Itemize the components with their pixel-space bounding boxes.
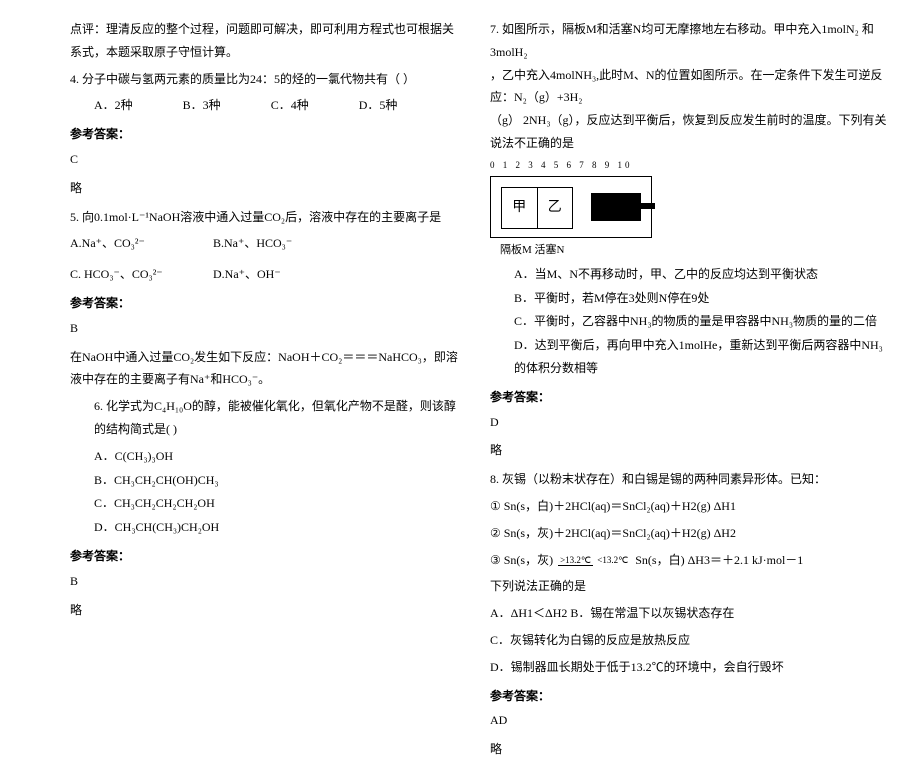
q8-answer: AD xyxy=(490,709,890,732)
q4-optA: A．2种 xyxy=(94,94,133,117)
q6-note: 略 xyxy=(70,599,460,622)
comment: 点评：理清反应的整个过程，问题即可解决，即可利用方程式也可根据关系式，本题采取原… xyxy=(70,18,460,64)
q5-optD: D.Na⁺、OH⁻ xyxy=(213,267,281,281)
q4-answer: C xyxy=(70,148,460,171)
q7-diagram: 甲 乙 xyxy=(490,176,652,238)
q4-options: A．2种 B．3种 C．4种 D．5种 xyxy=(70,94,460,117)
q7-piston xyxy=(591,193,641,221)
q7-caption: 隔板M 活塞N xyxy=(500,240,890,261)
q6-answer: B xyxy=(70,570,460,593)
q8-eq1: ① Sn(s，白)＋2HCl(aq)＝SnCl₂(aq)＋H2(g) ΔH1 xyxy=(490,495,890,518)
q6-optC: C．CH₃CH₂CH₂CH₂OH xyxy=(70,492,460,515)
right-column: 7. 如图所示，隔板M和活塞N均可无摩擦地左右移动。甲中充入1molN₂ 和3m… xyxy=(480,18,890,651)
q7-piston-rod xyxy=(639,203,655,209)
q5-options-row1: A.Na⁺、CO₃²⁻ B.Na⁺、HCO₃⁻ xyxy=(70,232,460,255)
q7-optC: C．平衡时，乙容器中NH₃的物质的量是甲容器中NH₃物质的量的二倍 xyxy=(490,310,890,333)
q5-options-row2: C. HCO₃⁻、CO₃²⁻ D.Na⁺、OH⁻ xyxy=(70,263,460,286)
q8-eq3: ③ Sn(s，灰) >13.2℃ <13.2℃ Sn(s，白) ΔH3＝＋2.1… xyxy=(490,549,890,572)
q7-answer-label: 参考答案： xyxy=(490,386,890,409)
q7-stem3: （g） 2NH₃（g），反应达到平衡后，恢复到反应发生前时的温度。下列有关说法不… xyxy=(490,109,890,155)
q4-stem: 4. 分子中碳与氢两元素的质量比为24：5的烃的一氯代物共有（ ） xyxy=(70,68,460,91)
q8-optA: A．ΔH1＜ΔH2 B．锡在常温下以灰锡状态存在 xyxy=(490,602,890,625)
q4-optB: B．3种 xyxy=(183,94,221,117)
q8-eq3-arrow: >13.2℃ <13.2℃ xyxy=(558,556,630,565)
q5-optA: A.Na⁺、CO₃²⁻ xyxy=(70,232,210,255)
q7-answer: D xyxy=(490,411,890,434)
q5-answer-label: 参考答案： xyxy=(70,292,460,315)
page: 点评：理清反应的整个过程，问题即可解决，即可利用方程式也可根据关系式，本题采取原… xyxy=(0,0,920,651)
q8-eq2: ② Sn(s，灰)＋2HCl(aq)＝SnCl₂(aq)＋H2(g) ΔH2 xyxy=(490,522,890,545)
q8-eq3-bot: <13.2℃ xyxy=(595,555,630,565)
q8-note: 略 xyxy=(490,738,890,761)
q8-lead: 下列说法正确的是 xyxy=(490,575,890,598)
q5-optB: B.Na⁺、HCO₃⁻ xyxy=(213,236,292,250)
q7-cell-a: 甲 xyxy=(502,188,537,228)
q7-stem2: ，乙中充入4molNH₃,此时M、N的位置如图所示。在一定条件下发生可逆反应：N… xyxy=(490,64,890,110)
q7-optB: B．平衡时，若M停在3处则N停在9处 xyxy=(490,287,890,310)
q7-optD: D．达到平衡后，再向甲中充入1molHe，重新达到平衡后两容器中NH₃的体积分数… xyxy=(490,334,890,380)
q8-optD: D．锡制器皿长期处于低于13.2℃的环境中，会自行毁坏 xyxy=(490,656,890,679)
q7-scale: 0 1 2 3 4 5 6 7 8 9 10 xyxy=(490,157,890,174)
q7-note: 略 xyxy=(490,439,890,462)
left-column: 点评：理清反应的整个过程，问题即可解决，即可利用方程式也可根据关系式，本题采取原… xyxy=(70,18,480,651)
q5-answer: B xyxy=(70,317,460,340)
q7-optA: A．当M、N不再移动时，甲、乙中的反应均达到平衡状态 xyxy=(490,263,890,286)
q6-optA: A．C(CH₃)₃OH xyxy=(70,445,460,468)
q6-optB: B．CH₃CH₂CH(OH)CH₃ xyxy=(70,469,460,492)
q6-stem: 6. 化学式为C₄H₁₀O的醇，能被催化氧化，但氧化产物不是醛，则该醇的结构简式… xyxy=(70,395,460,441)
q8-eq3-top: >13.2℃ xyxy=(558,555,593,566)
q6-optD: D．CH₃CH(CH₃)CH₂OH xyxy=(70,516,460,539)
q4-note: 略 xyxy=(70,177,460,200)
q7-cell-b: 乙 xyxy=(538,188,573,228)
q4-answer-label: 参考答案： xyxy=(70,123,460,146)
q7-diagram-box: 甲 乙 xyxy=(501,187,573,229)
q4-optD: D．5种 xyxy=(359,94,398,117)
q8-eq3b: Sn(s，白) ΔH3＝＋2.1 kJ·mol－1 xyxy=(635,553,803,567)
q4-optC: C．4种 xyxy=(271,94,309,117)
q5-stem: 5. 向0.1mol·L⁻¹NaOH溶液中通入过量CO₂后，溶液中存在的主要离子… xyxy=(70,206,460,229)
q5-explain: 在NaOH中通入过量CO₂发生如下反应：NaOH＋CO₂＝＝＝NaHCO₃，即溶… xyxy=(70,346,460,392)
q8-stem: 8. 灰锡（以粉末状存在）和白锡是锡的两种同素异形体。已知： xyxy=(490,468,890,491)
q8-answer-label: 参考答案： xyxy=(490,685,890,708)
q5-optC: C. HCO₃⁻、CO₃²⁻ xyxy=(70,263,210,286)
q6-answer-label: 参考答案： xyxy=(70,545,460,568)
q8-optC: C．灰锡转化为白锡的反应是放热反应 xyxy=(490,629,890,652)
q8-eq3a: ③ Sn(s，灰) xyxy=(490,553,553,567)
q7-stem1: 7. 如图所示，隔板M和活塞N均可无摩擦地左右移动。甲中充入1molN₂ 和3m… xyxy=(490,18,890,64)
